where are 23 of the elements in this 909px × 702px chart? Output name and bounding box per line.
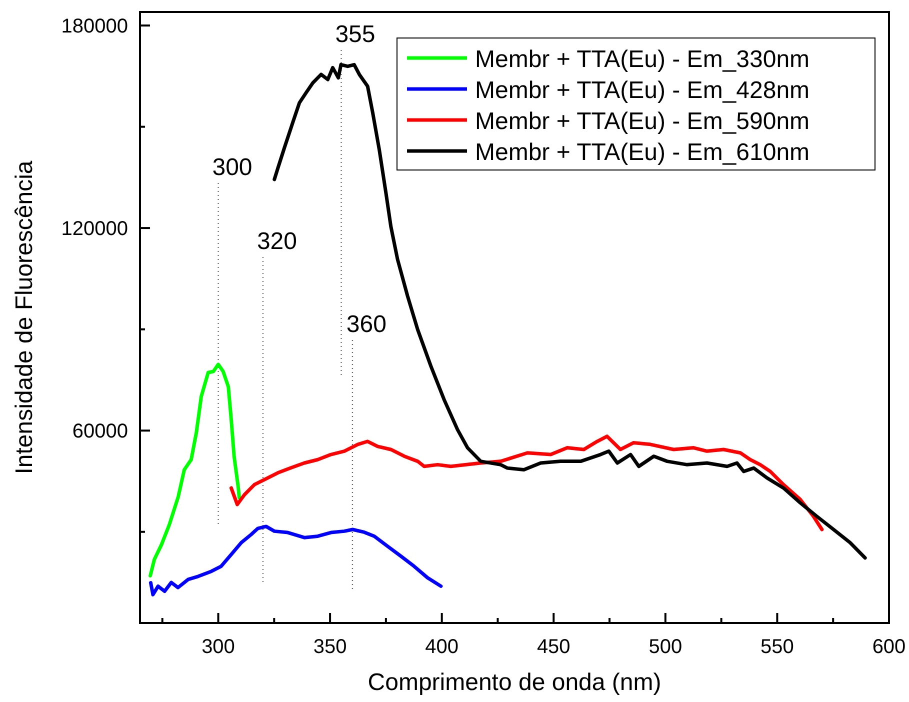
y-tick-label: 120000 [61, 218, 128, 240]
ref-line-label: 320 [256, 228, 297, 255]
x-tick-label: 350 [313, 636, 347, 658]
legend-label: Membr + TTA(Eu) - Em_610nm [475, 139, 810, 166]
ref-line-label: 360 [346, 311, 386, 338]
ref-line-label: 355 [335, 21, 376, 48]
x-tick-label: 400 [425, 636, 459, 658]
x-axis-title: Comprimento de onda (nm) [368, 669, 662, 696]
x-tick-label: 550 [760, 636, 794, 658]
x-tick-label: 600 [872, 636, 906, 658]
x-tick-label: 500 [648, 636, 682, 658]
legend-label: Membr + TTA(Eu) - Em_590nm [475, 108, 810, 135]
x-tick-label: 300 [202, 636, 235, 658]
ref-line-label: 300 [212, 154, 252, 181]
line-series [148, 524, 443, 596]
line-series [229, 434, 824, 532]
y-tick-label: 180000 [61, 16, 128, 38]
legend-label: Membr + TTA(Eu) - Em_428nm [475, 77, 810, 104]
line-series [148, 362, 242, 578]
legend-label: Membr + TTA(Eu) - Em_330nm [475, 46, 810, 73]
x-tick-label: 450 [536, 636, 570, 658]
y-tick-label: 60000 [72, 420, 128, 443]
y-axis-title: Intensidade de Fluorescência [11, 160, 38, 474]
